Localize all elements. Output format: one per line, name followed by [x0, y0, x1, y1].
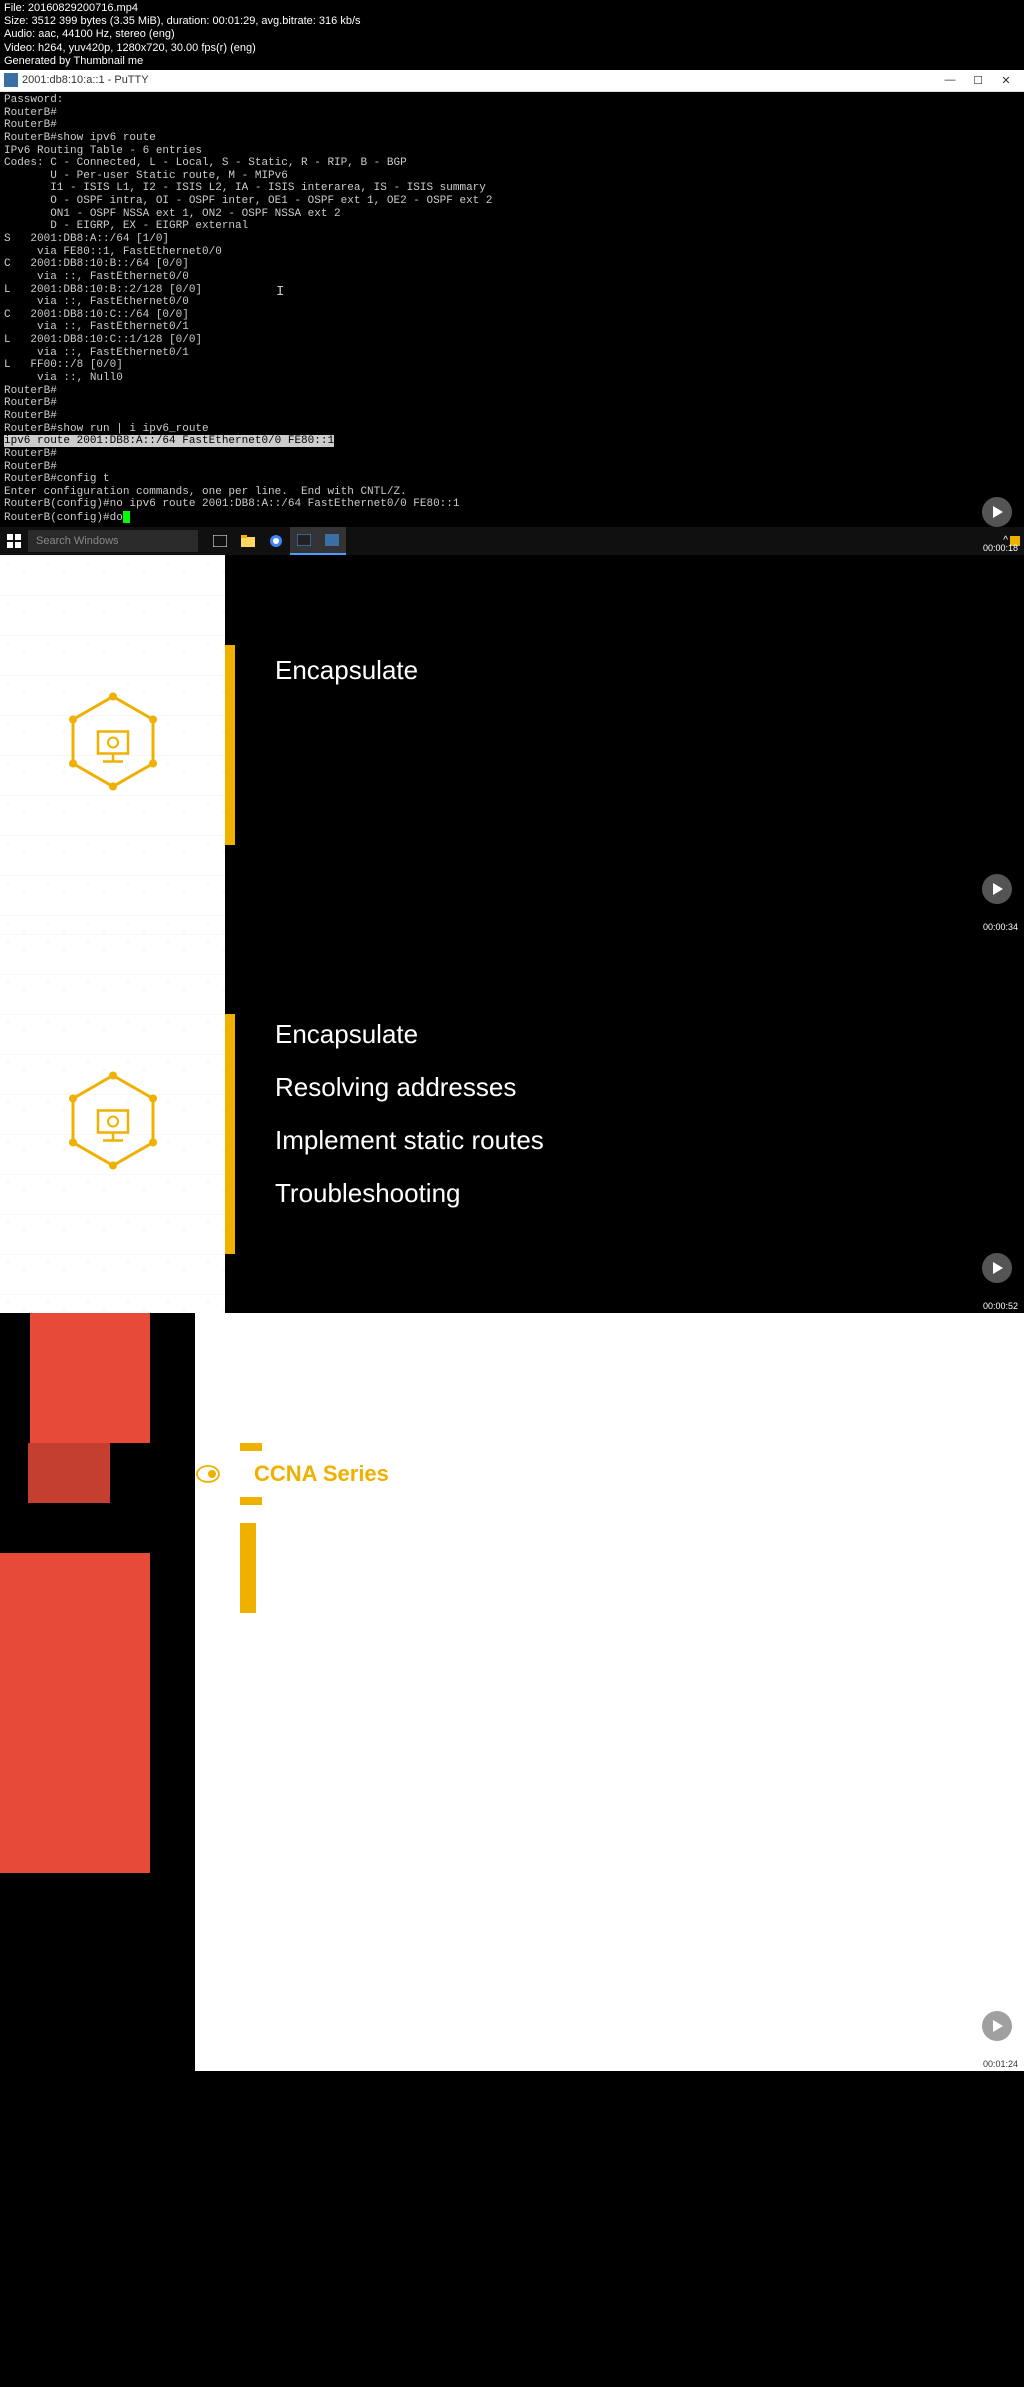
- start-button[interactable]: [0, 527, 28, 555]
- red-block-icon: [28, 1443, 110, 1503]
- terminal-output[interactable]: Password: RouterB# RouterB# RouterB#show…: [0, 92, 1024, 527]
- terminal-cursor: [123, 511, 130, 523]
- search-input[interactable]: Search Windows: [28, 530, 198, 552]
- putty-task-icon[interactable]: [290, 527, 318, 555]
- eye-icon: [196, 1464, 226, 1484]
- timestamp-1: 00:00:18: [983, 543, 1018, 553]
- timestamp-2: 00:00:34: [983, 922, 1018, 932]
- putty-titlebar: 2001:db8:10:a::1 - PuTTY — ☐ ✕: [0, 70, 1024, 92]
- slide-content: Encapsulate Resolving addresses Implemen…: [225, 934, 1024, 1313]
- play-button[interactable]: [982, 874, 1012, 904]
- file-audio: Audio: aac, 44100 Hz, stereo (eng): [4, 28, 1020, 41]
- thumbnail-4: CCNA Series 00:01:24: [0, 1313, 1024, 2071]
- yellow-divider-icon: [240, 1523, 256, 1613]
- play-button[interactable]: [982, 1253, 1012, 1283]
- timestamp-3: 00:00:52: [983, 1301, 1018, 1311]
- slide-item: Implement static routes: [275, 1125, 974, 1156]
- play-button[interactable]: [982, 2011, 1012, 2041]
- slide-content: Encapsulate: [225, 555, 1024, 934]
- yellow-accent-bar: [225, 1014, 235, 1254]
- thumbnail-3: Encapsulate Resolving addresses Implemen…: [0, 934, 1024, 1313]
- task-view-icon[interactable]: [206, 527, 234, 555]
- file-generated: Generated by Thumbnail me: [4, 55, 1020, 68]
- ccna-series-title: CCNA Series: [254, 1461, 389, 1487]
- minimize-button[interactable]: —: [936, 70, 964, 90]
- file-video: Video: h264, yuv420p, 1280x720, 30.00 fp…: [4, 42, 1020, 55]
- red-block-icon: [30, 1313, 150, 1443]
- slide-left-panel: [0, 555, 225, 934]
- yellow-divider-icon: [240, 1443, 262, 1451]
- file-name: File: 20160829200716.mp4: [4, 2, 1020, 15]
- slide-item: Troubleshooting: [275, 1178, 974, 1209]
- red-block-icon: [0, 1553, 150, 1873]
- chrome-icon[interactable]: [262, 527, 290, 555]
- putty-icon: [4, 73, 18, 87]
- app-task-icon[interactable]: [318, 527, 346, 555]
- thumbnail-2: Encapsulate 00:00:34: [0, 555, 1024, 934]
- close-button[interactable]: ✕: [992, 70, 1020, 90]
- slide-item: Encapsulate: [275, 1019, 974, 1050]
- putty-title: 2001:db8:10:a::1 - PuTTY: [22, 74, 936, 86]
- highlighted-route: ipv6 route 2001:DB8:A::/64 FastEthernet0…: [4, 435, 334, 447]
- timestamp-4: 00:01:24: [983, 2059, 1018, 2069]
- text-cursor-icon: I: [276, 284, 284, 300]
- file-info-header: File: 20160829200716.mp4 Size: 3512 399 …: [0, 0, 1024, 70]
- ccna-title-row: CCNA Series: [196, 1461, 389, 1487]
- slide-item: Encapsulate: [275, 655, 974, 686]
- thumbnail-1: 2001:db8:10:a::1 - PuTTY — ☐ ✕ Password:…: [0, 70, 1024, 555]
- file-explorer-icon[interactable]: [234, 527, 262, 555]
- network-hex-icon: [53, 1061, 173, 1186]
- maximize-button[interactable]: ☐: [964, 70, 992, 90]
- slide-left-panel: [0, 934, 225, 1313]
- yellow-accent-bar: [225, 645, 235, 845]
- network-hex-icon: [53, 682, 173, 807]
- play-button[interactable]: [982, 497, 1012, 527]
- windows-taskbar: Search Windows ^: [0, 527, 1024, 555]
- file-size: Size: 3512 399 bytes (3.35 MiB), duratio…: [4, 15, 1020, 28]
- yellow-divider-icon: [240, 1497, 262, 1505]
- windows-icon: [7, 534, 21, 548]
- slide-item: Resolving addresses: [275, 1072, 974, 1103]
